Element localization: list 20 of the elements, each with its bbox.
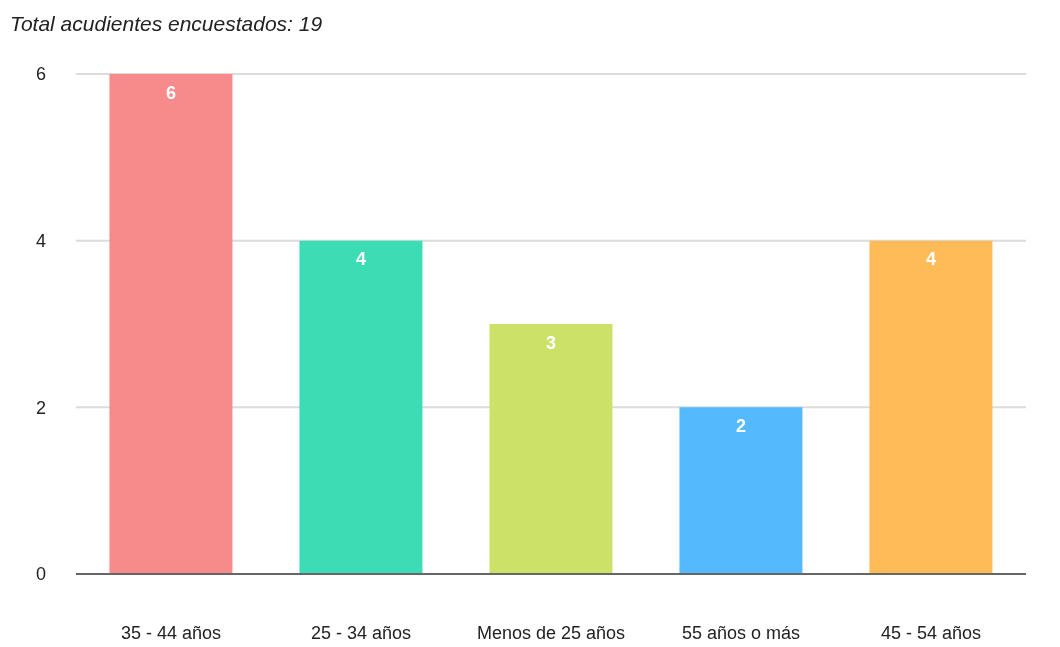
data-label: 6: [165, 82, 176, 103]
chart-title: Total acudientes encuestados: 19: [10, 12, 323, 36]
bar: [109, 74, 233, 574]
data-label: 4: [355, 249, 366, 270]
bar: [679, 407, 803, 574]
data-label: 3: [545, 332, 556, 353]
bar: [489, 324, 613, 574]
y-tick-label: 4: [35, 231, 46, 252]
y-tick-label: 0: [35, 564, 46, 585]
bar: [869, 240, 993, 574]
data-label: 2: [735, 416, 746, 437]
bar: [299, 240, 423, 574]
y-tick-label: 2: [35, 397, 46, 418]
x-tick-label: 55 años o más: [681, 622, 801, 643]
y-tick-label: 6: [35, 64, 46, 85]
x-tick-label: 35 - 44 años: [120, 622, 222, 643]
x-tick-label: 25 - 34 años: [310, 622, 412, 643]
data-label: 4: [925, 249, 936, 270]
x-tick-label: 45 - 54 años: [880, 622, 982, 643]
x-tick-label: Menos de 25 años: [476, 622, 626, 643]
